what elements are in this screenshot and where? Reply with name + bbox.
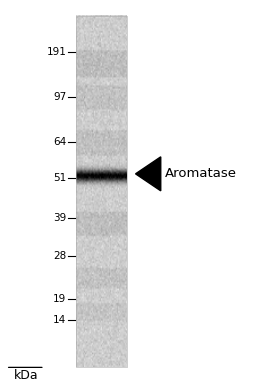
Text: 51: 51 <box>53 173 66 183</box>
Text: 64: 64 <box>53 137 66 147</box>
Polygon shape <box>135 157 161 191</box>
Text: 97: 97 <box>53 92 66 102</box>
Text: 28: 28 <box>53 251 66 261</box>
Text: 191: 191 <box>46 47 66 57</box>
Bar <box>76 16 127 367</box>
Text: 39: 39 <box>53 213 66 223</box>
Text: 14: 14 <box>53 315 66 325</box>
Text: 19: 19 <box>53 294 66 304</box>
Text: Aromatase: Aromatase <box>165 167 237 180</box>
Text: kDa: kDa <box>14 369 38 382</box>
